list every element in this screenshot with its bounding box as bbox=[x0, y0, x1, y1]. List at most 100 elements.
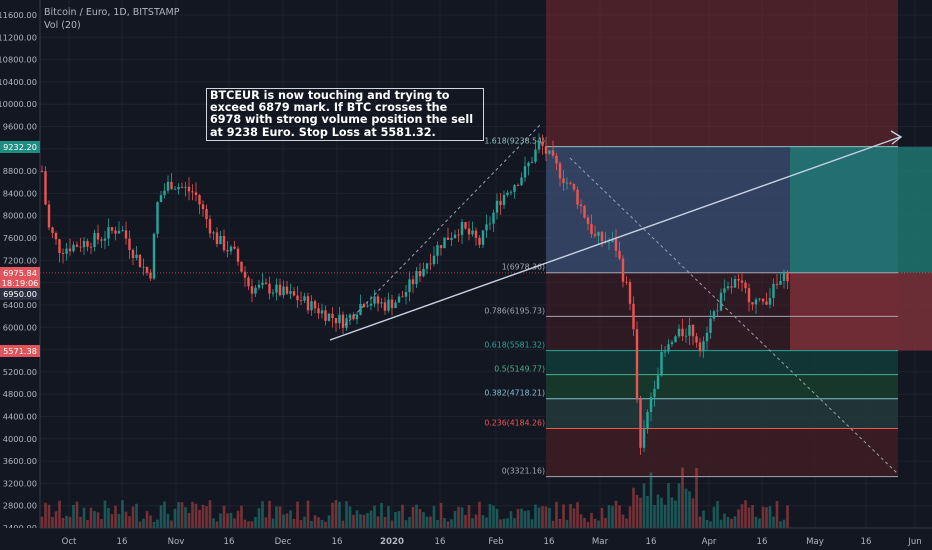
time-tick-label: Nov bbox=[168, 537, 185, 547]
time-tick-label: Jun bbox=[907, 537, 921, 547]
volume-bar bbox=[730, 518, 733, 528]
volume-bar bbox=[131, 506, 135, 528]
time-tick-label: 16 bbox=[332, 537, 343, 547]
volume-bar bbox=[674, 500, 677, 528]
volume-bar bbox=[117, 514, 121, 528]
candle-body bbox=[723, 288, 726, 293]
price-tick-label: 3200.00 bbox=[3, 478, 37, 488]
candle-body bbox=[425, 263, 429, 269]
candle-body bbox=[597, 232, 600, 236]
candle-body bbox=[429, 263, 432, 265]
candle-body bbox=[726, 286, 730, 289]
volume-bar bbox=[390, 520, 394, 528]
candle-body bbox=[313, 301, 317, 309]
volume-bar bbox=[89, 507, 93, 528]
candle-body bbox=[677, 328, 681, 337]
candle-body bbox=[54, 232, 58, 240]
candle-body bbox=[758, 298, 761, 300]
volume-bar bbox=[275, 506, 278, 528]
candle-body bbox=[579, 204, 583, 207]
volume-bar bbox=[509, 511, 513, 528]
volume-bar bbox=[516, 509, 520, 528]
volume-bar bbox=[614, 500, 618, 528]
symbol-title[interactable]: Bitcoin / Euro, 1D, BITSTAMP bbox=[44, 7, 180, 18]
volume-bar bbox=[208, 500, 212, 528]
volume-indicator-label[interactable]: Vol (20) bbox=[44, 20, 81, 31]
price-tick-label: 10000.00 bbox=[0, 99, 37, 109]
volume-bar bbox=[383, 517, 387, 528]
candle-body bbox=[744, 282, 747, 289]
candle-body bbox=[229, 246, 233, 252]
candle-body bbox=[306, 296, 310, 311]
volume-bar bbox=[688, 491, 691, 528]
volume-bar bbox=[733, 516, 737, 528]
volume-bar bbox=[740, 504, 744, 528]
time-tick-label: 16 bbox=[117, 537, 128, 547]
volume-bar bbox=[215, 521, 219, 528]
candle-body bbox=[170, 181, 173, 190]
volume-bar bbox=[562, 504, 565, 528]
candle-body bbox=[82, 241, 86, 248]
time-axis[interactable]: Oct 16 Nov 16 Dec 16 2020 16 Feb 16 Mar 16 Apr 16 May 1… bbox=[62, 537, 922, 547]
price-tick-label: 3600.00 bbox=[3, 456, 37, 466]
candle-body bbox=[527, 162, 530, 167]
volume-bar bbox=[271, 518, 275, 528]
price-tag: 6950.00 bbox=[0, 288, 40, 301]
volume-bar bbox=[254, 516, 257, 528]
candle-body bbox=[257, 284, 261, 288]
candle-body bbox=[376, 296, 380, 304]
dashed-up-projection bbox=[344, 124, 541, 326]
volume-bar bbox=[698, 516, 702, 528]
candle-body bbox=[520, 177, 523, 186]
volume-bar bbox=[684, 488, 688, 528]
candle-body bbox=[541, 142, 544, 146]
candle-body bbox=[768, 298, 772, 305]
candle-body bbox=[716, 310, 719, 312]
volume-bar bbox=[296, 501, 299, 528]
candle-body bbox=[327, 313, 331, 321]
candle-body bbox=[264, 282, 268, 284]
trend-lines[interactable] bbox=[329, 124, 903, 475]
fibonacci-retracement: 1.618(9238.54) 1(6978.36) 0.786(6195.73) 0.… bbox=[484, 137, 898, 478]
volume-bar bbox=[180, 502, 184, 528]
volume-bar bbox=[373, 505, 376, 528]
fib-level-label: 1(6978.36) bbox=[502, 263, 545, 272]
volume-bar bbox=[100, 519, 103, 528]
candle-body bbox=[65, 248, 68, 254]
time-tick-label: 16 bbox=[544, 537, 555, 547]
candle-body bbox=[373, 296, 376, 304]
volume-bar bbox=[121, 500, 124, 528]
candle-body bbox=[779, 280, 782, 285]
text-annotation[interactable]: BTCEUR is now touching and trying to exc… bbox=[206, 88, 484, 141]
candle-body bbox=[187, 186, 191, 192]
volume-bar bbox=[292, 518, 296, 528]
fib-level-band bbox=[546, 398, 898, 429]
price-tag: 6975.84 bbox=[0, 266, 40, 279]
candle-body bbox=[268, 283, 271, 294]
volume-bar bbox=[156, 519, 159, 528]
fib-level-label: 1.618(9238.54) bbox=[484, 137, 545, 146]
volume-bar bbox=[135, 503, 138, 528]
volume-bar bbox=[544, 506, 548, 528]
candle-body bbox=[509, 191, 513, 193]
volume-bar bbox=[299, 520, 303, 528]
volume-bar bbox=[716, 501, 719, 528]
price-tick-label: 8000.00 bbox=[3, 211, 37, 221]
volume-bar bbox=[761, 506, 765, 528]
candle-body bbox=[191, 191, 194, 193]
candle-body bbox=[261, 282, 264, 285]
volume-bar bbox=[548, 507, 551, 528]
volume-bar bbox=[247, 521, 250, 528]
candle-body bbox=[611, 238, 614, 242]
volume-bar bbox=[681, 467, 684, 528]
candle-body bbox=[387, 299, 390, 311]
volume-bar bbox=[786, 505, 789, 528]
volume-bar bbox=[625, 518, 628, 528]
candle-body bbox=[565, 182, 569, 184]
volume-bar bbox=[537, 507, 541, 528]
price-tag: 5571.38 bbox=[0, 345, 40, 358]
candle-body bbox=[352, 314, 355, 320]
fib-level-label: 0.382(4718.21) bbox=[484, 389, 545, 398]
